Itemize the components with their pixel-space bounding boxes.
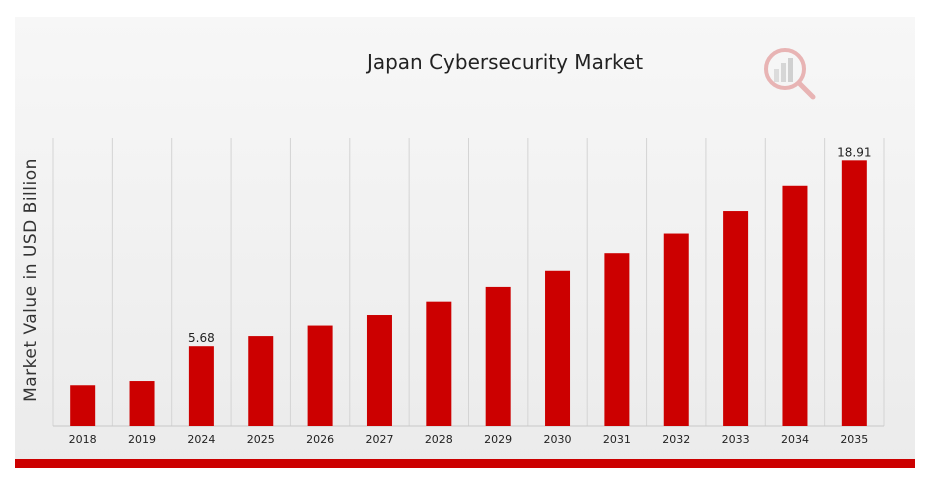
x-tick-label: 2035 <box>840 433 868 446</box>
x-tick-label: 2018 <box>69 433 97 446</box>
x-tick-label: 2033 <box>722 433 750 446</box>
data-label-2024: 5.68 <box>188 331 215 345</box>
bar-2024 <box>188 346 214 426</box>
x-tick-label: 2027 <box>365 433 393 446</box>
bar-2025 <box>248 336 274 426</box>
x-tick-label: 2019 <box>128 433 156 446</box>
x-tick-label: 2024 <box>187 433 215 446</box>
bar-2027 <box>366 315 392 426</box>
data-label-2035: 18.91 <box>837 145 871 159</box>
bar-2033 <box>723 211 749 426</box>
x-tick-label: 2030 <box>544 433 572 446</box>
bar-2034 <box>782 185 808 426</box>
chart-title: Japan Cybersecurity Market <box>366 50 644 74</box>
x-tick-label: 2032 <box>662 433 690 446</box>
x-tick-label: 2031 <box>603 433 631 446</box>
bar-2018 <box>70 385 96 426</box>
bar-2019 <box>129 381 155 426</box>
bar-2028 <box>426 301 452 426</box>
x-tick-label: 2034 <box>781 433 809 446</box>
bar-2035 <box>841 160 867 426</box>
x-tick-label: 2028 <box>425 433 453 446</box>
magnifier-bar-chart-icon <box>764 48 816 100</box>
bar-2030 <box>545 270 571 426</box>
bar-2026 <box>307 325 333 426</box>
x-tick-label: 2025 <box>247 433 275 446</box>
bar-2032 <box>663 233 689 426</box>
bottom-accent-bar <box>15 459 915 468</box>
bar-2031 <box>604 253 630 426</box>
bar-2029 <box>485 286 511 426</box>
x-tick-label: 2026 <box>306 433 334 446</box>
x-tick-label: 2029 <box>484 433 512 446</box>
